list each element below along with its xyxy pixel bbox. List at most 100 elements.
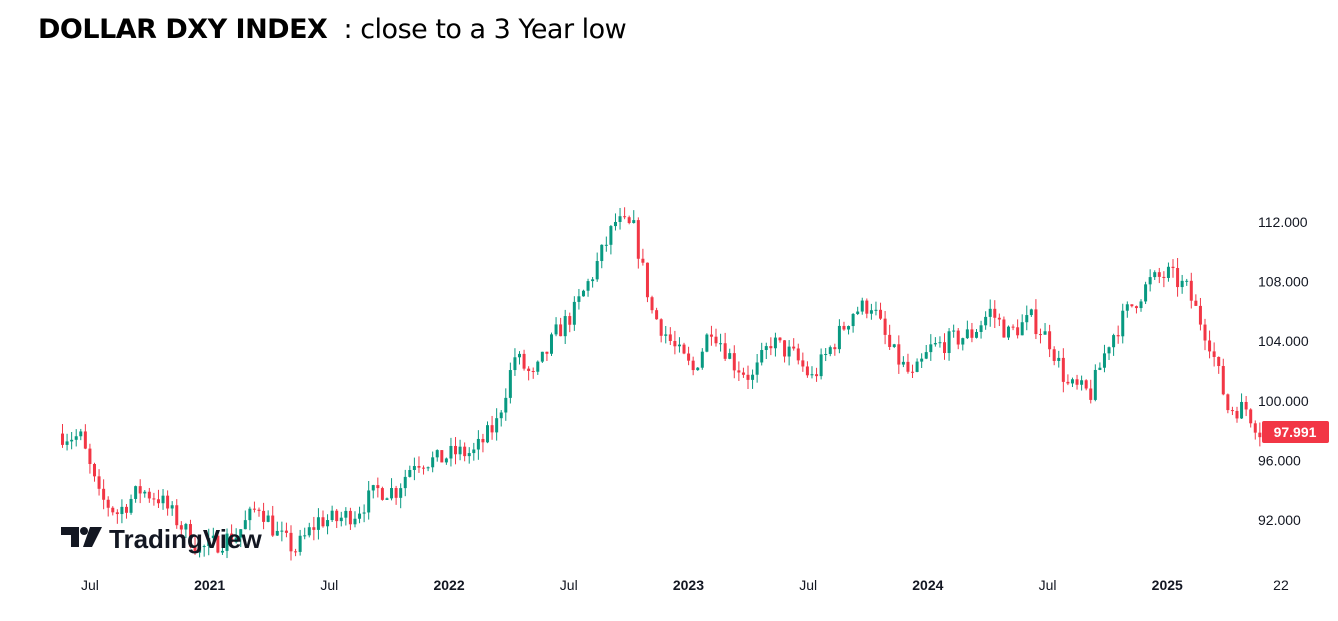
candle-body bbox=[303, 535, 307, 537]
candle-body bbox=[385, 498, 389, 500]
candle-body bbox=[741, 372, 745, 375]
candle-body bbox=[422, 467, 426, 469]
candle-body bbox=[623, 216, 627, 218]
x-tick-label: Jul bbox=[799, 577, 817, 593]
candle-body bbox=[252, 508, 256, 510]
candle-body bbox=[705, 334, 709, 352]
candle-body bbox=[1185, 280, 1189, 282]
candle-body bbox=[79, 431, 83, 437]
y-tick-label: 96.000 bbox=[1258, 452, 1301, 468]
candle-body bbox=[179, 525, 183, 530]
candle-body bbox=[609, 226, 613, 245]
candle-body bbox=[732, 353, 736, 371]
candle-body bbox=[257, 509, 261, 511]
x-tick-label: 2021 bbox=[194, 577, 225, 593]
candle-body bbox=[1189, 280, 1193, 301]
candle-body bbox=[1153, 272, 1157, 278]
x-tick-label: 2025 bbox=[1152, 577, 1183, 593]
candle-body bbox=[353, 518, 357, 525]
candle-body bbox=[929, 344, 933, 353]
y-tick-label: 104.000 bbox=[1258, 333, 1309, 349]
y-tick-label: 108.000 bbox=[1258, 274, 1309, 290]
candle-body bbox=[618, 216, 622, 222]
candle-body bbox=[869, 310, 873, 314]
candle-body bbox=[1075, 379, 1079, 385]
title-bold: DOLLAR DXY INDEX bbox=[38, 14, 328, 45]
candle-body bbox=[239, 529, 243, 538]
candle-body bbox=[979, 325, 983, 332]
candle-body bbox=[673, 340, 677, 347]
y-tick-label: 112.000 bbox=[1258, 214, 1308, 230]
candle-body bbox=[284, 530, 288, 533]
candle-body bbox=[1176, 268, 1180, 288]
candle-body bbox=[815, 374, 819, 377]
candle-body bbox=[751, 374, 755, 380]
candle-body bbox=[527, 368, 531, 372]
title-subtitle: : close to a 3 Year low bbox=[327, 14, 627, 45]
candle-body bbox=[764, 346, 768, 351]
candle-body bbox=[645, 262, 649, 298]
candle-body bbox=[961, 338, 965, 345]
x-tick-label: Jul bbox=[81, 577, 99, 593]
candle-body bbox=[933, 343, 937, 345]
candle-body bbox=[1011, 326, 1015, 328]
candle-body bbox=[1093, 369, 1097, 400]
candle-body bbox=[947, 331, 951, 354]
candle-body bbox=[61, 433, 64, 445]
candle-body bbox=[591, 279, 595, 282]
candle-body bbox=[559, 324, 563, 337]
candle-body bbox=[842, 325, 846, 330]
candle-body bbox=[193, 546, 197, 553]
candles bbox=[61, 207, 1262, 561]
candle-body bbox=[901, 361, 905, 365]
candle-body bbox=[572, 301, 576, 325]
candle-body bbox=[426, 467, 430, 469]
candle-body bbox=[449, 445, 453, 459]
candle-body bbox=[266, 515, 270, 522]
candle-body bbox=[518, 353, 521, 358]
candle-body bbox=[1162, 276, 1166, 278]
candle-body bbox=[1171, 266, 1175, 269]
candle-body bbox=[1240, 401, 1244, 419]
candle-body bbox=[641, 258, 645, 263]
candle-body bbox=[700, 351, 704, 368]
candle-body bbox=[65, 441, 69, 445]
candle-body bbox=[1130, 304, 1134, 307]
candle-body bbox=[1221, 366, 1225, 395]
candle-body bbox=[677, 344, 681, 347]
candle-body bbox=[1057, 357, 1061, 361]
y-tick-label: 92.000 bbox=[1258, 512, 1301, 528]
x-tick-label: 22 bbox=[1273, 577, 1289, 593]
candle-body bbox=[847, 326, 851, 330]
candle-body bbox=[540, 351, 544, 362]
candle-body bbox=[975, 331, 978, 338]
candle-body bbox=[1043, 331, 1047, 335]
candle-body bbox=[1125, 304, 1129, 311]
candle-body bbox=[92, 464, 96, 477]
candle-body bbox=[581, 290, 585, 297]
candle-body bbox=[709, 334, 713, 337]
candle-body bbox=[243, 520, 247, 530]
candle-body bbox=[367, 490, 371, 513]
candle-body bbox=[1020, 322, 1024, 336]
candle-body bbox=[339, 517, 343, 522]
candle-body bbox=[755, 362, 759, 375]
watermark-text: TradingView bbox=[109, 524, 262, 554]
candle-body bbox=[1139, 301, 1143, 309]
candle-body bbox=[1016, 327, 1020, 336]
candle-body bbox=[88, 448, 92, 465]
candle-body bbox=[883, 318, 887, 335]
candle-body bbox=[796, 348, 800, 361]
candle-body bbox=[993, 308, 997, 318]
candle-body bbox=[271, 515, 275, 536]
candle-body bbox=[851, 313, 855, 327]
candle-body bbox=[435, 450, 439, 458]
candle-body bbox=[1006, 326, 1010, 338]
x-tick-label: 2022 bbox=[433, 577, 464, 593]
candle-body bbox=[879, 309, 883, 319]
candle-body bbox=[134, 486, 138, 499]
candle-body bbox=[83, 431, 87, 449]
candle-body bbox=[531, 371, 535, 373]
candle-body bbox=[1217, 356, 1221, 367]
